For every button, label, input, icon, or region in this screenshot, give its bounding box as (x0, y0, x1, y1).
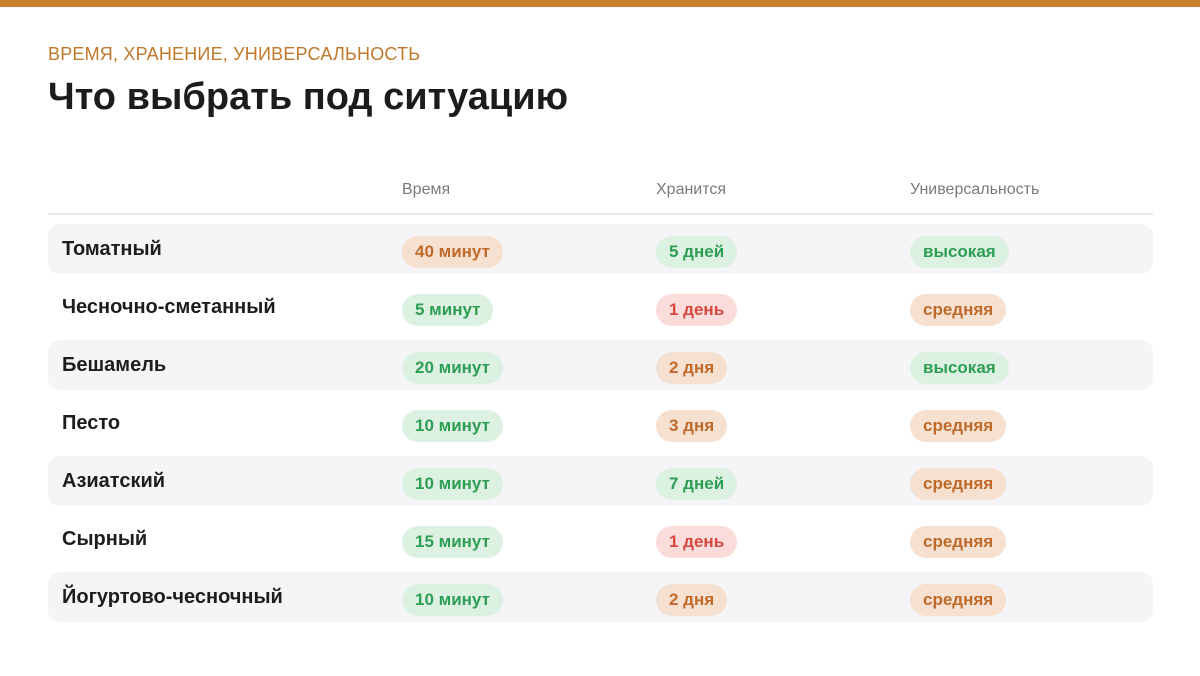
storage-badge: 1 день (656, 294, 738, 326)
table-row: Томатный 40 минут 5 дней высокая (48, 224, 1153, 274)
sauce-name: Бешамель (62, 354, 167, 376)
storage-badge: 3 дня (656, 410, 728, 442)
table-row: Песто 10 минут 3 дня средняя (48, 398, 1153, 448)
versatility-badge: средняя (910, 294, 1007, 326)
table-row: Сырный 15 минут 1 день средняя (48, 514, 1153, 564)
time-badge: 20 минут (402, 352, 503, 384)
page-title: Что выбрать под ситуацию (48, 76, 569, 118)
comparison-table: Время Хранится Универсальность Томатный … (48, 172, 1153, 622)
storage-badge: 1 день (656, 526, 738, 558)
column-header-time: Время (402, 181, 451, 198)
sauce-name: Томатный (62, 238, 162, 260)
storage-badge: 5 дней (656, 236, 738, 268)
table-header: Время Хранится Универсальность (48, 172, 1153, 215)
time-badge: 10 минут (402, 584, 503, 616)
sauce-name: Азиатский (62, 470, 166, 492)
time-badge: 5 минут (402, 294, 494, 326)
storage-badge: 2 дня (656, 352, 728, 384)
storage-badge: 7 дней (656, 468, 738, 500)
sauce-name: Песто (62, 412, 121, 434)
section-eyebrow: ВРЕМЯ, ХРАНЕНИЕ, УНИВЕРСАЛЬНОСТЬ (48, 44, 421, 64)
time-badge: 15 минут (402, 526, 503, 558)
sauce-name: Сырный (62, 528, 148, 550)
versatility-badge: высокая (910, 236, 1009, 268)
versatility-badge: средняя (910, 410, 1007, 442)
sauce-name: Йогуртово-чесночный (62, 586, 283, 608)
storage-badge: 2 дня (656, 584, 728, 616)
table-row: Бешамель 20 минут 2 дня высокая (48, 340, 1153, 390)
table-row: Йогуртово-чесночный 10 минут 2 дня средн… (48, 572, 1153, 622)
versatility-badge: высокая (910, 352, 1009, 384)
column-header-versatility: Универсальность (910, 181, 1040, 198)
versatility-badge: средняя (910, 526, 1007, 558)
versatility-badge: средняя (910, 584, 1007, 616)
versatility-badge: средняя (910, 468, 1007, 500)
column-header-storage: Хранится (656, 181, 727, 198)
table-row: Чесночно-сметанный 5 минут 1 день средня… (48, 282, 1153, 332)
table-body: Томатный 40 минут 5 дней высокая Чесночн… (48, 224, 1153, 622)
time-badge: 10 минут (402, 410, 503, 442)
top-accent-bar (0, 0, 1200, 7)
time-badge: 40 минут (402, 236, 503, 268)
time-badge: 10 минут (402, 468, 503, 500)
table-row: Азиатский 10 минут 7 дней средняя (48, 456, 1153, 506)
sauce-name: Чесночно-сметанный (62, 296, 276, 318)
